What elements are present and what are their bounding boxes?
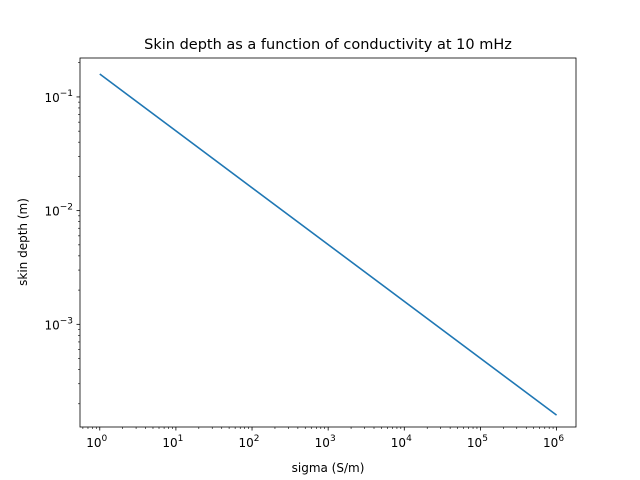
y-tick-label: 10−2 bbox=[44, 203, 73, 219]
y-axis-label: skin depth (m) bbox=[16, 198, 30, 286]
x-axis-label: sigma (S/m) bbox=[292, 461, 365, 475]
chart-title: Skin depth as a function of conductivity… bbox=[144, 37, 512, 53]
x-tick-label: 102 bbox=[239, 434, 260, 450]
x-tick-label: 104 bbox=[391, 434, 412, 450]
y-tick-label: 10−3 bbox=[44, 316, 73, 332]
x-tick-label: 106 bbox=[543, 434, 564, 450]
x-tick-label: 103 bbox=[315, 434, 336, 450]
axes-frame bbox=[79, 57, 577, 428]
axis-ticks: 100 101 102 103 104 105 106 10−1 10−2 10−3 bbox=[44, 62, 564, 450]
x-tick-label: 100 bbox=[86, 434, 107, 450]
x-tick-label: 105 bbox=[467, 434, 488, 450]
series-line bbox=[99, 73, 558, 416]
plot-area bbox=[99, 73, 558, 416]
x-tick-label: 101 bbox=[162, 434, 183, 450]
y-tick-label: 10−1 bbox=[44, 89, 73, 105]
